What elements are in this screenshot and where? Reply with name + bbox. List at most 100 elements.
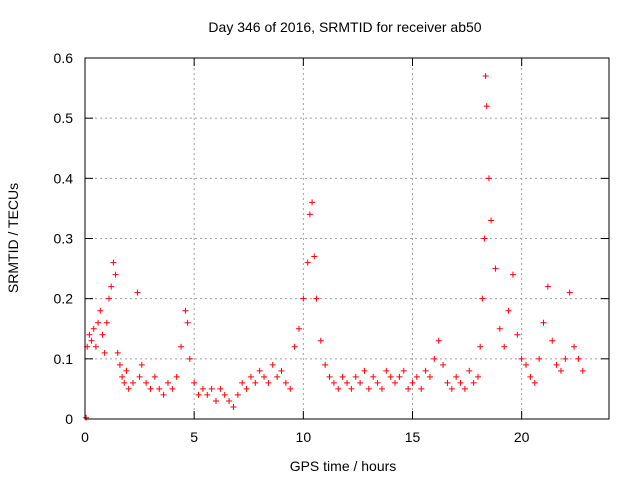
data-point bbox=[339, 373, 346, 380]
data-point bbox=[125, 385, 132, 392]
y-tick-label: 0.3 bbox=[54, 231, 74, 247]
data-point bbox=[252, 379, 259, 386]
data-point bbox=[326, 373, 333, 380]
data-point bbox=[282, 379, 289, 386]
data-point bbox=[291, 343, 298, 350]
data-point bbox=[549, 337, 556, 344]
y-tick-label: 0.1 bbox=[54, 351, 74, 367]
data-point bbox=[370, 373, 377, 380]
data-point bbox=[435, 337, 442, 344]
data-point bbox=[453, 373, 460, 380]
data-point bbox=[523, 361, 530, 368]
data-point bbox=[392, 379, 399, 386]
data-point bbox=[95, 319, 102, 326]
y-tick-label: 0.6 bbox=[54, 50, 74, 66]
data-point bbox=[374, 379, 381, 386]
data-point bbox=[278, 367, 285, 374]
chart-points bbox=[83, 73, 586, 421]
data-point bbox=[562, 355, 569, 362]
data-point bbox=[191, 379, 198, 386]
data-point bbox=[448, 385, 455, 392]
data-point bbox=[184, 319, 191, 326]
data-point bbox=[143, 379, 150, 386]
data-point bbox=[482, 73, 489, 80]
data-point bbox=[304, 259, 311, 266]
data-point bbox=[313, 295, 320, 302]
data-point bbox=[178, 343, 185, 350]
data-point bbox=[444, 379, 451, 386]
data-point bbox=[92, 343, 99, 350]
data-point bbox=[357, 379, 364, 386]
data-point bbox=[234, 391, 241, 398]
data-point bbox=[217, 385, 224, 392]
data-point bbox=[485, 175, 492, 182]
data-point bbox=[88, 337, 95, 344]
data-point bbox=[557, 367, 564, 374]
data-point bbox=[295, 325, 302, 332]
data-point bbox=[409, 379, 416, 386]
data-point bbox=[156, 385, 163, 392]
data-point bbox=[99, 331, 106, 338]
data-point bbox=[509, 271, 516, 278]
y-tick-label: 0 bbox=[65, 411, 73, 427]
data-point bbox=[405, 385, 412, 392]
data-point bbox=[344, 379, 350, 386]
data-point bbox=[518, 355, 525, 362]
data-point bbox=[306, 211, 313, 218]
data-point bbox=[83, 414, 90, 421]
chart-title: Day 346 of 2016, SRMTID for receiver ab5… bbox=[208, 19, 481, 35]
data-point bbox=[481, 235, 488, 242]
data-point bbox=[461, 385, 468, 392]
data-point bbox=[501, 343, 508, 350]
data-point bbox=[426, 373, 433, 380]
data-point bbox=[213, 397, 219, 404]
data-point bbox=[114, 349, 121, 356]
data-point bbox=[431, 355, 438, 362]
data-point bbox=[496, 325, 503, 332]
data-point bbox=[361, 367, 368, 374]
data-point bbox=[470, 379, 477, 386]
chart-ticks: 0 0.1 0.2 0.3 0.4 0.5 0.6 0 5 10 15 20 bbox=[54, 50, 609, 445]
data-point bbox=[110, 259, 117, 266]
data-point bbox=[440, 361, 447, 368]
data-point bbox=[311, 253, 318, 260]
data-point bbox=[147, 385, 154, 392]
data-point bbox=[97, 307, 104, 314]
data-point bbox=[514, 331, 521, 338]
data-point bbox=[387, 373, 394, 380]
data-point bbox=[575, 355, 582, 362]
data-point bbox=[199, 385, 206, 392]
data-point bbox=[239, 379, 246, 386]
data-point bbox=[422, 367, 429, 374]
data-point bbox=[483, 103, 490, 110]
data-point bbox=[352, 373, 359, 380]
data-point bbox=[413, 373, 420, 380]
data-point bbox=[173, 373, 180, 380]
data-point bbox=[287, 385, 294, 392]
x-tick-label: 15 bbox=[405, 429, 421, 445]
data-point bbox=[330, 379, 337, 386]
data-point bbox=[108, 283, 115, 290]
data-point bbox=[261, 373, 268, 380]
data-point bbox=[182, 307, 189, 314]
data-point bbox=[492, 265, 499, 272]
data-point bbox=[579, 367, 586, 374]
data-point bbox=[186, 355, 193, 362]
data-point bbox=[300, 295, 307, 302]
data-point bbox=[322, 361, 329, 368]
data-point bbox=[553, 361, 560, 368]
data-point bbox=[396, 373, 403, 380]
data-point bbox=[138, 361, 145, 368]
data-point bbox=[265, 379, 272, 386]
data-point bbox=[566, 289, 573, 296]
data-point bbox=[571, 343, 578, 350]
data-point bbox=[101, 349, 108, 356]
data-point bbox=[116, 361, 123, 368]
data-point bbox=[531, 379, 538, 386]
data-point bbox=[86, 331, 93, 338]
data-point bbox=[536, 355, 543, 362]
data-point bbox=[540, 319, 547, 326]
y-tick-label: 0.5 bbox=[54, 110, 74, 126]
data-point bbox=[106, 295, 113, 302]
